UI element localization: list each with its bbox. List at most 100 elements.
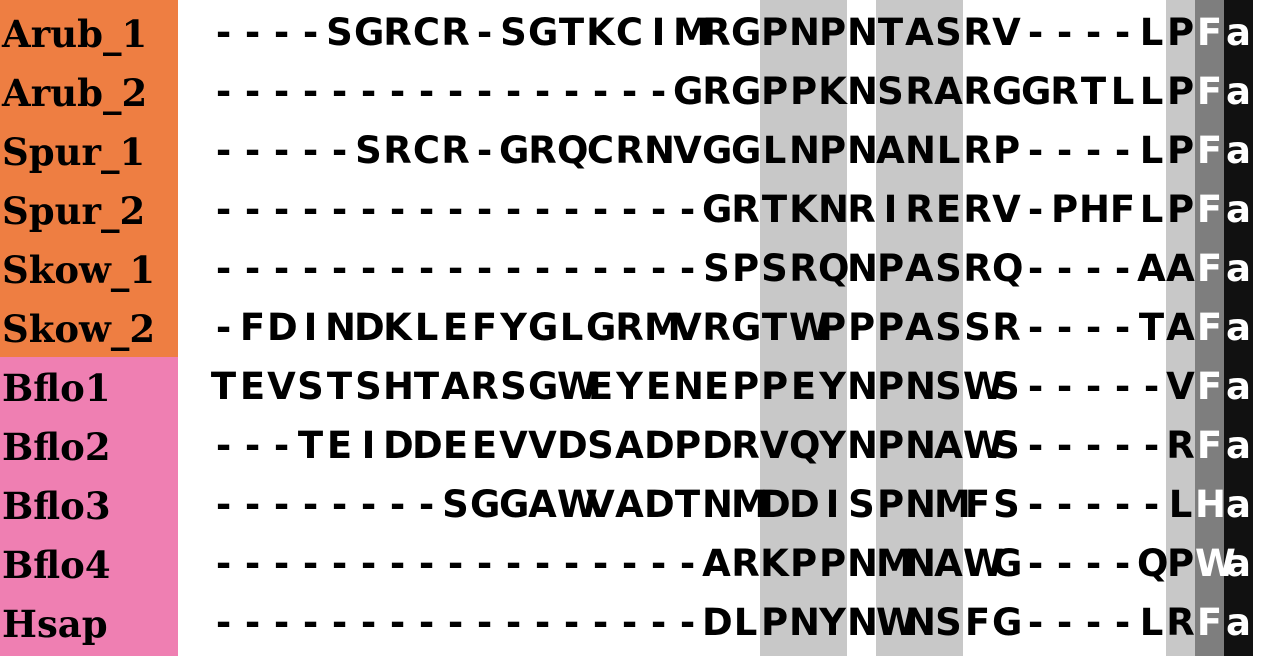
alignment-gap: -	[302, 129, 319, 172]
residue: G	[731, 11, 762, 54]
residue: S	[964, 306, 991, 349]
alignment-gap: -	[418, 70, 435, 113]
alignment-gap: -	[360, 601, 377, 644]
alignment-gap: -	[1027, 306, 1044, 349]
residue: C	[412, 129, 441, 172]
alignment-gap: -	[1114, 483, 1131, 526]
residue: a	[1226, 188, 1251, 231]
sequence-label-cell	[0, 121, 178, 180]
residue: P	[818, 129, 847, 172]
residue: V	[586, 483, 615, 526]
alignment-gap: -	[534, 601, 551, 644]
residue: V	[267, 365, 296, 408]
residue: S	[500, 11, 527, 54]
residue: R	[731, 542, 760, 585]
alignment-gap: -	[476, 129, 493, 172]
residue: M	[731, 483, 768, 526]
alignment-gap: -	[1027, 542, 1044, 585]
residue: C	[412, 11, 441, 54]
residue: G	[528, 306, 559, 349]
sequence-label: Bflo1	[2, 366, 111, 410]
alignment-gap: -	[418, 601, 435, 644]
residue: P	[789, 542, 818, 585]
residue: K	[760, 542, 789, 585]
residue: R	[1166, 601, 1195, 644]
alignment-gap: -	[592, 70, 609, 113]
sequence-label-cell	[0, 239, 178, 298]
residue: E	[790, 365, 817, 408]
alignment-gap: -	[592, 601, 609, 644]
residue: P	[818, 542, 847, 585]
residue: L	[1168, 483, 1193, 526]
alignment-gap: -	[621, 601, 638, 644]
residue: E	[935, 188, 962, 231]
residue: R	[383, 11, 412, 54]
alignment-gap: -	[1114, 247, 1131, 290]
residue: Q	[789, 424, 821, 467]
alignment-gap: -	[1114, 11, 1131, 54]
residue: I	[825, 483, 840, 526]
conservation-shade-column	[1195, 0, 1224, 656]
residue: A	[905, 247, 934, 290]
alignment-gap: -	[592, 542, 609, 585]
alignment-gap: -	[534, 188, 551, 231]
residue: G	[528, 365, 559, 408]
residue: W	[789, 306, 830, 349]
alignment-gap: -	[650, 70, 667, 113]
alignment-gap: -	[302, 188, 319, 231]
conservation-shade-column	[934, 0, 963, 656]
alignment-gap: -	[476, 601, 493, 644]
residue: P	[818, 11, 847, 54]
residue: S	[326, 11, 353, 54]
alignment-gap: -	[215, 247, 232, 290]
residue: G	[499, 483, 530, 526]
residue: F	[1196, 11, 1223, 54]
residue: K	[818, 70, 847, 113]
alignment-gap: -	[505, 188, 522, 231]
residue: P	[876, 365, 905, 408]
residue: a	[1226, 306, 1251, 349]
alignment-gap: -	[1056, 542, 1073, 585]
residue: N	[847, 542, 878, 585]
residue: L	[414, 306, 439, 349]
residue: a	[1226, 601, 1251, 644]
residue: D	[383, 424, 414, 467]
alignment-gap: -	[215, 188, 232, 231]
residue: S	[935, 601, 962, 644]
alignment-gap: -	[1027, 601, 1044, 644]
residue: P	[731, 365, 760, 408]
residue: W	[1195, 542, 1236, 585]
alignment-gap: -	[650, 542, 667, 585]
residue: P	[818, 306, 847, 349]
alignment-gap: -	[331, 483, 348, 526]
alignment-gap: -	[273, 601, 290, 644]
alignment-gap: -	[476, 247, 493, 290]
alignment-gap: -	[1143, 424, 1160, 467]
alignment-gap: -	[1056, 424, 1073, 467]
alignment-gap: -	[215, 70, 232, 113]
alignment-gap: -	[389, 483, 406, 526]
alignment-gap: -	[1027, 188, 1044, 231]
residue: W	[963, 542, 1004, 585]
residue: G	[528, 11, 559, 54]
residue: W	[557, 483, 598, 526]
alignment-gap: -	[360, 188, 377, 231]
residue: Q	[557, 129, 589, 172]
residue: F	[471, 306, 498, 349]
alignment-gap: -	[1027, 129, 1044, 172]
alignment-gap: -	[360, 247, 377, 290]
residue: D	[702, 601, 733, 644]
residue: S	[848, 483, 875, 526]
sequence-label-cell	[0, 180, 178, 239]
residue: V	[992, 11, 1021, 54]
alignment-gap: -	[273, 483, 290, 526]
residue: N	[789, 601, 820, 644]
residue: E	[703, 365, 730, 408]
alignment-gap: -	[476, 188, 493, 231]
alignment-gap: -	[1085, 424, 1102, 467]
residue: E	[645, 365, 672, 408]
alignment-gap: -	[389, 188, 406, 231]
sequence-label: Skow_2	[2, 307, 156, 351]
residue: Q	[1137, 542, 1169, 585]
residue: L	[559, 306, 584, 349]
